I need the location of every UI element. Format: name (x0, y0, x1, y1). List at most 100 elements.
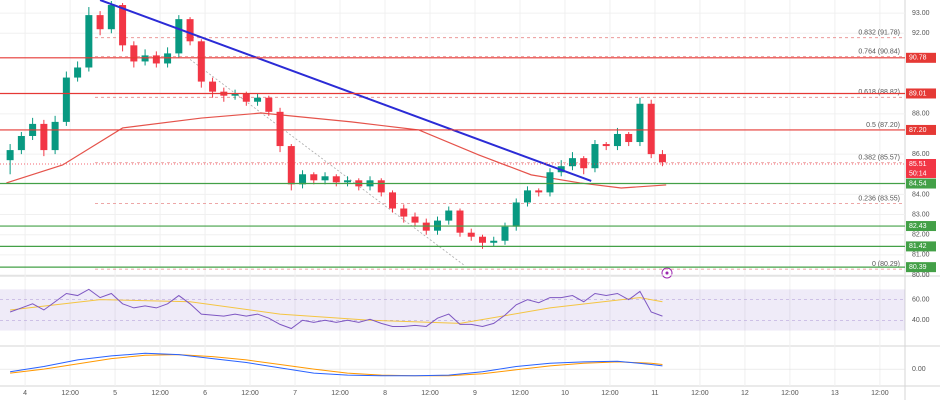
price-level-tag (906, 124, 936, 135)
candle-body (478, 236, 486, 243)
candle-body (411, 216, 419, 223)
price-level-label: 85.51 (909, 161, 927, 168)
candle-body (580, 158, 588, 169)
candle-body (96, 15, 104, 30)
y-tick-label: 92.00 (912, 30, 930, 37)
candle-body (62, 77, 70, 122)
macd-line (10, 352, 663, 377)
candle-body (40, 123, 48, 151)
candle-body (535, 190, 543, 193)
x-tick-label: 12:00 (61, 390, 79, 397)
candle-body (546, 172, 554, 193)
candle-body (242, 93, 250, 102)
fib-label: 0.5 (87.20) (866, 122, 900, 129)
price-level-tag (906, 158, 936, 169)
x-tick-label: 12:00 (331, 390, 349, 397)
price-level-label: 81.42 (909, 243, 927, 250)
candle-body (209, 81, 217, 92)
fib-label: 0 (80.29) (872, 261, 900, 268)
x-tick-label: 11 (651, 390, 658, 397)
candle-body (299, 174, 307, 185)
x-tick-label: 12:00 (511, 390, 529, 397)
candle-body (265, 97, 273, 112)
candle-body (456, 210, 464, 233)
y-tick-label: 84.00 (912, 191, 930, 198)
x-tick-label: 10 (561, 390, 569, 397)
price-level-label: 80.39 (909, 264, 927, 271)
fib-label: 0.236 (83.55) (858, 195, 900, 202)
price-level-tag (906, 262, 936, 273)
candle-body (512, 202, 520, 227)
candle-body (164, 53, 172, 64)
candle-body (501, 226, 509, 241)
price-level-label: 89.01 (909, 90, 927, 97)
candle-body (568, 158, 576, 167)
x-tick-label: 13 (831, 390, 839, 397)
candle-body (523, 190, 531, 203)
candle-body (130, 45, 138, 62)
candle-body (321, 176, 329, 181)
candle-body (254, 97, 262, 102)
candle-body (377, 180, 385, 193)
fib-label: 0.832 (91.78) (858, 30, 900, 37)
x-tick-label: 12:00 (601, 390, 619, 397)
trend-line (99, 0, 592, 182)
price-level-tag (906, 178, 936, 189)
candle-body (17, 135, 25, 151)
rsi-line (9, 288, 663, 330)
candle-body (400, 208, 408, 217)
candle-body (602, 144, 610, 147)
x-tick-label: 12:00 (781, 390, 799, 397)
candle-body (175, 19, 183, 54)
event-icon-dot (665, 271, 669, 275)
candle-body (658, 154, 666, 163)
price-level-tag (906, 88, 936, 99)
candle-body (332, 176, 340, 183)
countdown-tag (906, 168, 936, 178)
price-level-tag (906, 241, 936, 252)
x-tick-label: 4 (23, 390, 27, 397)
x-tick-label: 5 (113, 390, 117, 397)
y-tick-label: 83.00 (912, 211, 930, 218)
candle-body (636, 103, 644, 143)
rsi-signal (10, 297, 663, 324)
candle-body (6, 150, 14, 161)
macd-tick-label: 0.00 (912, 366, 926, 373)
rsi-tick-label: 40.00 (912, 317, 930, 324)
candle-body (197, 41, 205, 82)
x-tick-label: 7 (293, 390, 297, 397)
x-tick-label: 12:00 (241, 390, 259, 397)
rsi-tick-label: 60.00 (912, 297, 930, 304)
candle-body (152, 55, 160, 64)
candle-body (467, 232, 475, 237)
x-tick-label: 6 (203, 390, 207, 397)
candle-body (445, 210, 453, 221)
macd-signal (10, 354, 663, 377)
candle-body (490, 240, 498, 243)
y-tick-label: 82.00 (912, 232, 930, 239)
x-tick-label: 12:00 (421, 390, 439, 397)
candle-body (344, 180, 352, 183)
candle-body (613, 133, 621, 147)
x-tick-label: 12:00 (871, 390, 889, 397)
candle-body (287, 146, 295, 185)
countdown: 50:14 (909, 170, 927, 177)
price-level-tag (906, 52, 936, 63)
price-level-label: 87.20 (909, 127, 927, 134)
price-level-tag (906, 221, 936, 232)
x-tick-label: 9 (473, 390, 477, 397)
candle-body (422, 222, 430, 231)
y-tick-label: 88.00 (912, 111, 930, 118)
x-tick-label: 12:00 (151, 390, 169, 397)
candle-body (107, 5, 115, 30)
y-tick-label: 80.00 (912, 272, 930, 279)
candle-body (186, 19, 194, 42)
candle-body (231, 93, 239, 96)
candle-body (310, 174, 318, 181)
x-tick-label: 12 (741, 390, 749, 397)
x-tick-label: 8 (383, 390, 387, 397)
candle-body (389, 192, 397, 209)
fib-label: 0.382 (85.57) (858, 155, 900, 162)
candle-body (74, 67, 82, 78)
